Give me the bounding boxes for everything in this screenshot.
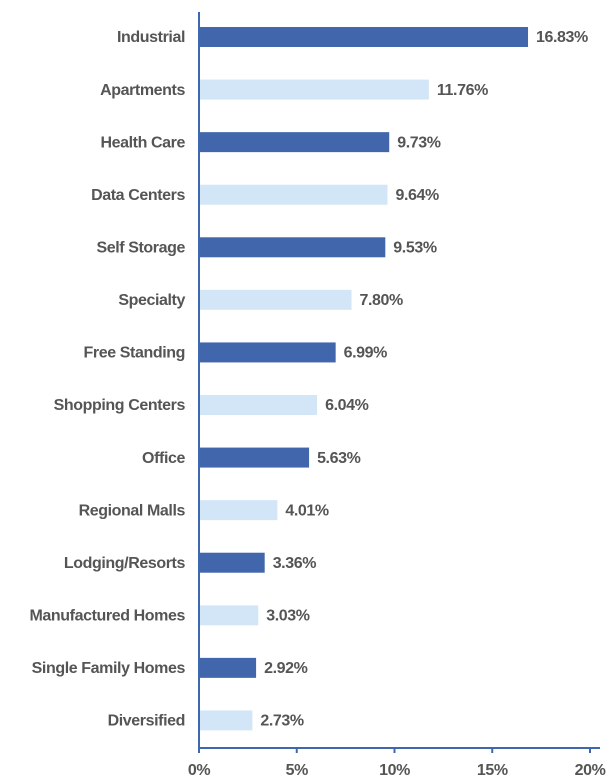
value-label: 2.73% bbox=[260, 713, 304, 730]
bar bbox=[199, 27, 529, 47]
category-label: Diversified bbox=[108, 713, 185, 730]
bar bbox=[199, 710, 253, 731]
value-label: 5.63% bbox=[317, 450, 361, 467]
category-label: Specialty bbox=[118, 292, 185, 309]
x-tick-label: 10% bbox=[379, 762, 410, 779]
category-label: Regional Malls bbox=[79, 502, 186, 519]
bar bbox=[199, 552, 265, 573]
category-label: Apartments bbox=[100, 82, 185, 99]
category-label: Shopping Centers bbox=[54, 397, 186, 414]
x-tick-label: 0% bbox=[188, 762, 210, 779]
category-label: Health Care bbox=[100, 134, 185, 151]
value-label: 4.01% bbox=[285, 502, 329, 519]
x-tick-label: 15% bbox=[477, 762, 508, 779]
category-label: Single Family Homes bbox=[32, 660, 186, 677]
value-label: 6.99% bbox=[344, 345, 388, 362]
value-label: 3.03% bbox=[266, 608, 310, 625]
bar bbox=[199, 500, 278, 521]
value-label: 9.73% bbox=[397, 134, 441, 151]
bar bbox=[199, 289, 352, 310]
category-label: Lodging/Resorts bbox=[64, 555, 186, 572]
category-label: Office bbox=[142, 450, 185, 467]
bar bbox=[199, 132, 390, 153]
value-label: 16.83% bbox=[536, 29, 588, 46]
category-label: Free Standing bbox=[84, 345, 185, 362]
category-label: Manufactured Homes bbox=[30, 608, 186, 625]
value-label: 9.64% bbox=[395, 187, 439, 204]
value-label: 9.53% bbox=[393, 240, 437, 257]
category-label: Industrial bbox=[117, 29, 185, 46]
category-label: Self Storage bbox=[96, 240, 185, 257]
bar bbox=[199, 395, 318, 415]
value-label: 3.36% bbox=[273, 555, 317, 572]
bar bbox=[199, 184, 388, 205]
bar bbox=[199, 657, 257, 678]
value-label: 11.76% bbox=[437, 82, 488, 99]
bar bbox=[199, 342, 336, 363]
bar bbox=[199, 447, 310, 468]
value-label: 7.80% bbox=[359, 292, 403, 309]
x-tick-label: 5% bbox=[286, 762, 308, 779]
bar bbox=[199, 237, 386, 258]
category-label: Data Centers bbox=[91, 187, 185, 204]
bar bbox=[199, 605, 259, 626]
value-label: 6.04% bbox=[325, 397, 369, 414]
x-tick-label: 20% bbox=[575, 762, 606, 779]
value-label: 2.92% bbox=[264, 660, 308, 677]
bar bbox=[199, 79, 429, 100]
